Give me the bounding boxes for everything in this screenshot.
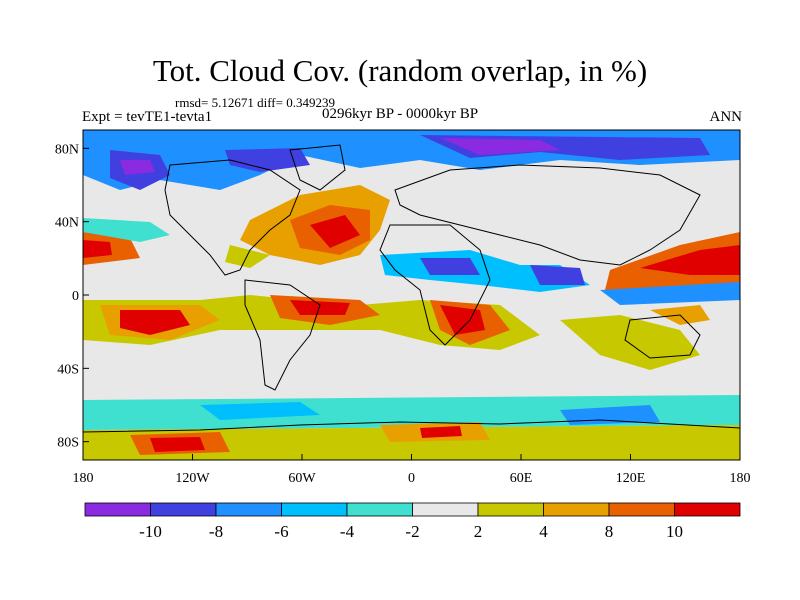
north-america-coast [164,159,301,276]
colorbar-label: -6 [274,522,288,541]
anomaly-region [420,258,480,275]
anomaly-region [420,426,462,438]
anomaly-region [290,300,350,315]
colorbar-label: 10 [666,522,683,541]
colorbar-box [412,502,479,517]
x-tick-label: 0 [408,471,415,486]
period-label: 0296kyr BP - 0000kyr BP [322,106,479,122]
x-axis: 180 120W 60W 0 60E 120E 180 [73,454,751,486]
colorbar-labels: -10 -8 -6 -4 -2 2 4 8 10 [139,522,683,541]
x-tick-label: 60E [510,471,533,486]
anomaly-region [600,282,740,305]
x-tick-label: 60W [288,471,316,486]
y-tick-label: 40N [55,216,79,231]
coastlines [83,144,740,433]
anomaly-region [225,245,270,268]
colorbar-label: -8 [209,522,223,541]
x-tick-label: 120E [616,471,646,486]
anomaly-region [560,405,660,425]
y-tick-label: 80N [55,142,79,157]
colorbar-box [150,502,217,517]
colorbar-label: -2 [405,522,419,541]
africa-coast [379,224,491,346]
plot-title: Tot. Cloud Cov. (random overlap, in %) [152,53,648,88]
anomaly-region [83,232,140,265]
colorbar-box [608,502,675,517]
experiment-label: Expt = tevTE1-tevta1 [82,109,213,125]
anomaly-region [150,437,205,452]
colorbar-box [84,502,151,517]
y-tick-label: 80S [57,436,79,451]
greenland-coast [289,144,346,191]
colorbar-box [543,502,610,517]
colorbar-box [346,502,413,517]
australia-coast [624,314,701,359]
anomaly-region [640,245,740,275]
map-frame [82,129,741,461]
anomaly-region [83,425,740,460]
anomaly-region [310,215,360,248]
colorbar-box [215,502,282,517]
colorbar-boxes [84,502,741,517]
colorbar-label: -10 [139,522,162,541]
anomaly-region [530,265,585,285]
y-tick-label: 0 [72,289,79,304]
y-tick-label: 40S [57,362,79,377]
eurasia-coast [394,164,701,266]
anomaly-region [83,218,170,242]
anomaly-region [83,240,112,258]
colorbar-label: 8 [605,522,614,541]
anomaly-region [440,138,560,155]
colorbar-label: 2 [474,522,483,541]
colorbar-box [477,502,544,517]
anomaly-region [225,148,310,172]
colorbar-box [674,502,741,517]
colorbar-label: -4 [340,522,355,541]
colorbar-label: 4 [539,522,548,541]
anomaly-region [120,160,155,175]
x-tick-label: 180 [73,471,94,486]
anomaly-region [120,310,190,335]
colorbar-box [281,502,348,517]
stats-line: rmsd= 5.12671 diff= 0.349239 [175,95,335,110]
antarctica-coast [83,419,740,433]
x-tick-label: 180 [730,471,751,486]
x-tick-label: 120W [175,471,210,486]
season-label: ANN [709,109,743,125]
y-axis: 80N 40N 0 40S 80S [55,142,89,451]
anomaly-region [560,315,700,370]
anomaly-field [83,130,740,460]
south-america-coast [244,279,321,391]
anomaly-region [200,402,320,420]
